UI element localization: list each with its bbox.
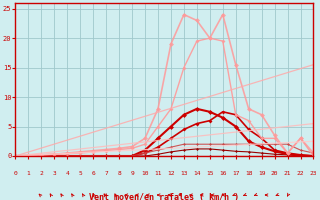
X-axis label: Vent moyen/en rafales ( km/h ): Vent moyen/en rafales ( km/h ) xyxy=(90,193,239,200)
